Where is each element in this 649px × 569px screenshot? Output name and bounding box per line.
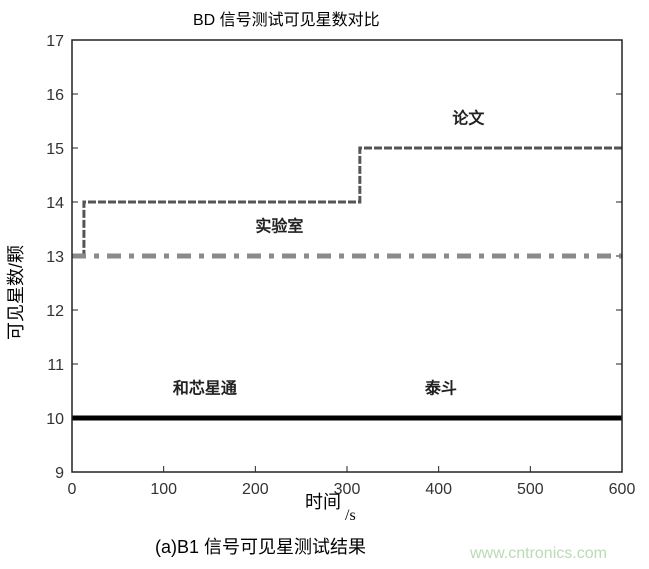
y-tick-label: 15: [46, 141, 64, 158]
y-tick-label: 9: [55, 465, 64, 482]
y-tick-label: 16: [46, 87, 64, 104]
y-tick-label: 17: [46, 33, 64, 50]
x-axis-label: 时间: [305, 492, 341, 512]
x-tick-label: 600: [609, 481, 636, 498]
chart-title: BD 信号测试可见星数对比: [193, 11, 380, 29]
series-label: 泰斗: [424, 379, 457, 398]
x-tick-label: 500: [517, 481, 544, 498]
x-tick-label: 200: [242, 481, 269, 498]
y-tick-label: 10: [46, 411, 64, 428]
series-label: 论文: [452, 109, 485, 128]
x-tick-label: 400: [425, 481, 452, 498]
x-tick-label: 100: [150, 481, 177, 498]
y-tick-label: 14: [46, 195, 64, 212]
caption: (a)B1 信号可见星测试结果: [155, 537, 366, 557]
series-line-0: [72, 146, 622, 258]
x-axis-unit: /s: [345, 507, 356, 524]
series-label: 实验室: [255, 217, 303, 236]
y-tick-label: 13: [46, 249, 64, 266]
x-tick-label: 300: [334, 481, 361, 498]
watermark: www.cntronics.com: [469, 545, 607, 562]
series-label: 和芯星通: [173, 379, 237, 398]
y-tick-label: 11: [47, 357, 64, 374]
y-tick-label: 12: [46, 303, 64, 320]
plot-frame: [71, 39, 623, 473]
y-axis-label: 可见星数/颗: [6, 245, 26, 340]
x-tick-label: 0: [68, 481, 77, 498]
